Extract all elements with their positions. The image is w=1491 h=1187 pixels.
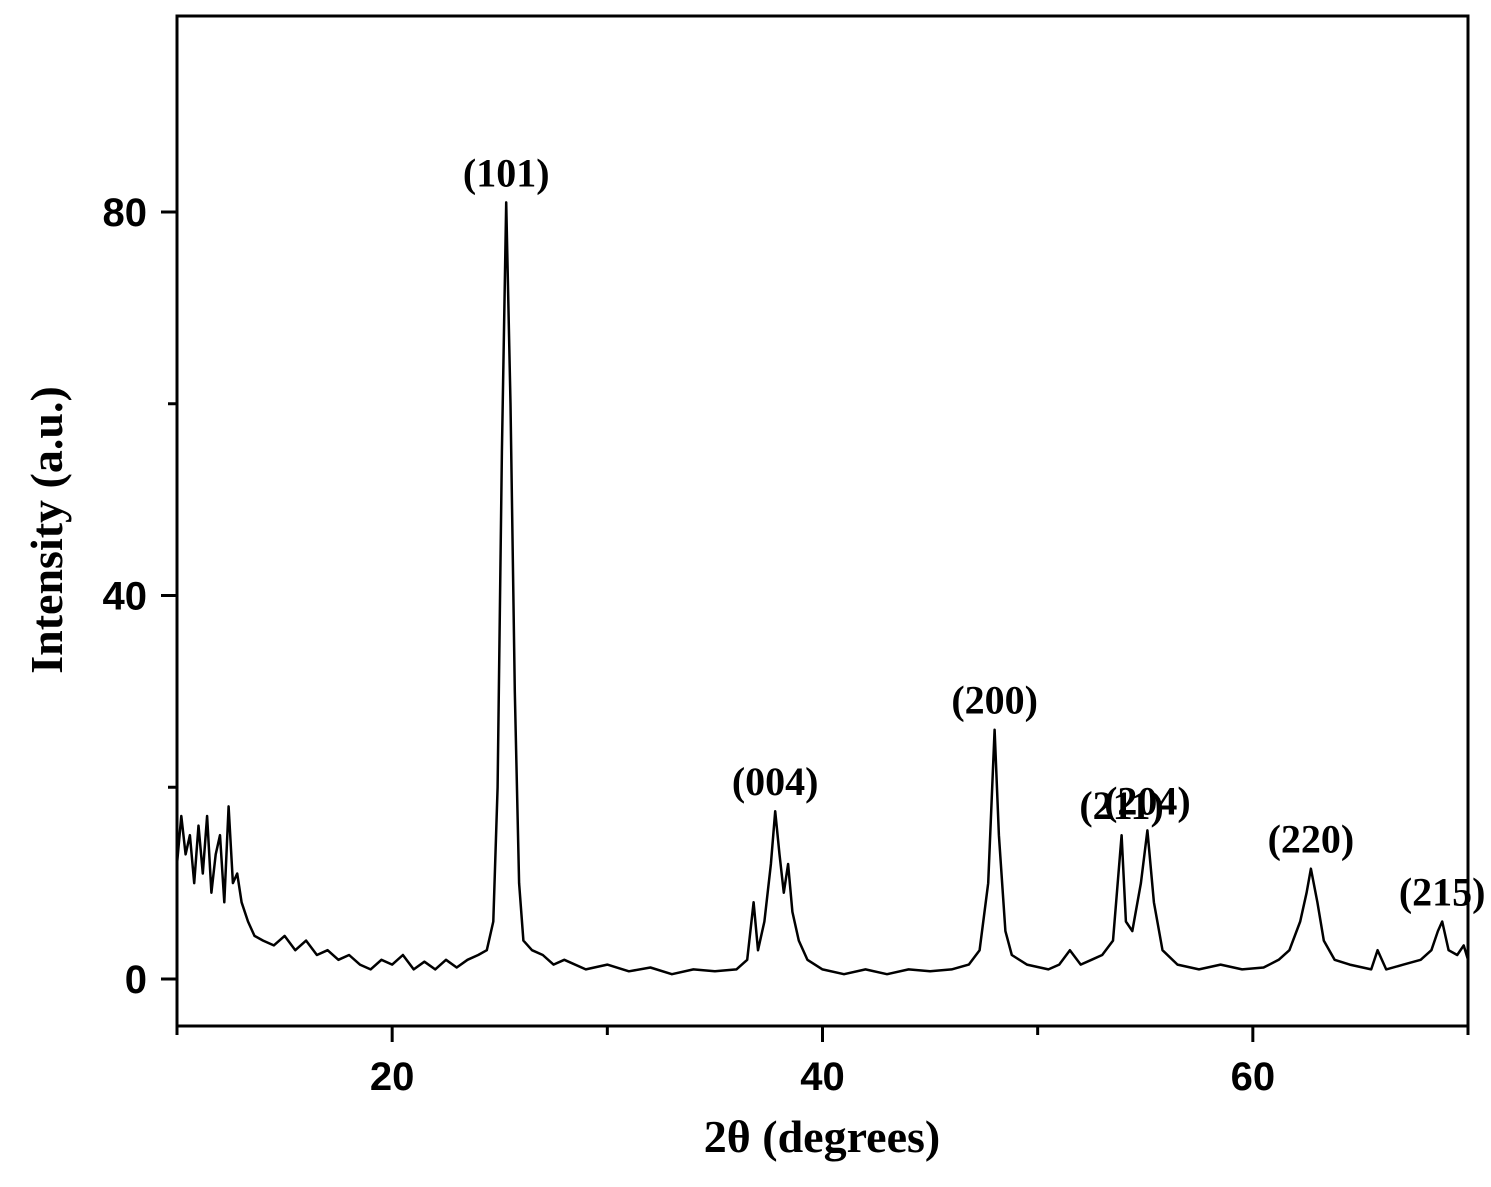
peak-label: (215) <box>1399 869 1486 914</box>
y-tick-label: 0 <box>125 958 147 1002</box>
x-tick-label: 60 <box>1231 1055 1276 1099</box>
x-axis-title: 2θ (degrees) <box>704 1111 940 1162</box>
y-axis-title: Intensity (a.u.) <box>21 386 72 674</box>
series-group <box>175 201 1470 976</box>
axes-group: 20 40 60 0 40 80 <box>103 14 1470 1099</box>
peak-label: (220) <box>1268 817 1355 862</box>
peak-label: (211) <box>1079 783 1163 828</box>
y-tick-label: 40 <box>103 575 148 619</box>
peak-label: (204) <box>1104 778 1191 823</box>
peak-label: (004) <box>732 759 819 804</box>
peak-label: (200) <box>951 678 1038 723</box>
xrd-pattern-line <box>175 201 1470 976</box>
x-tick-label: 40 <box>800 1055 845 1099</box>
x-tick-label: 20 <box>370 1055 415 1099</box>
y-tick-label: 80 <box>103 191 148 235</box>
peak-labels-group: (101) (004) (200) (211)(204) (220) (215) <box>463 150 1486 914</box>
peak-label: (101) <box>463 150 550 195</box>
